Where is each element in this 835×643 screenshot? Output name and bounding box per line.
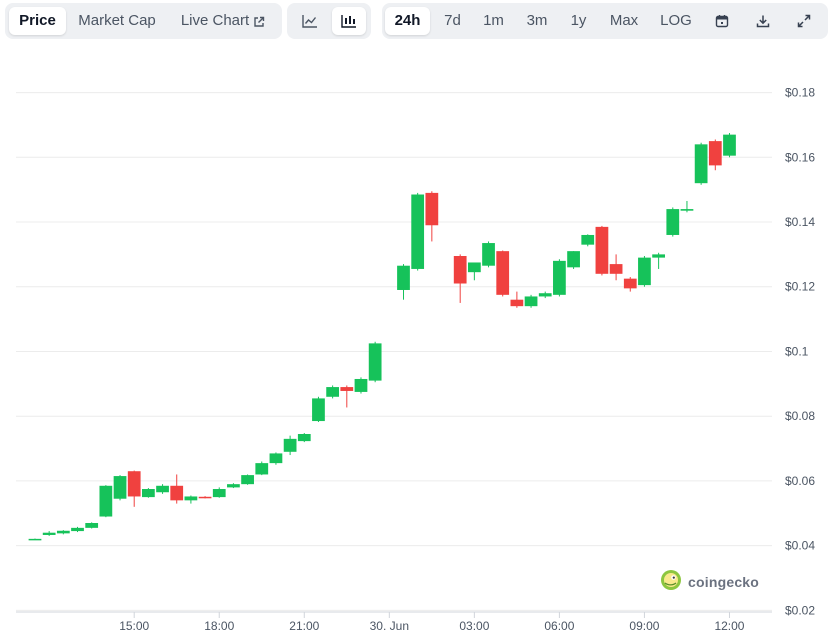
candle-body — [142, 489, 155, 498]
metric-tab-group: Price Market Cap Live Chart — [5, 3, 282, 39]
calendar-icon — [715, 12, 729, 29]
candle-body — [56, 530, 70, 534]
range-24h[interactable]: 24h — [385, 7, 430, 35]
download-icon — [756, 12, 770, 29]
candle-body — [538, 293, 552, 297]
candle-body — [354, 378, 368, 392]
grid-lines — [16, 92, 772, 613]
chart-toolbar: Price Market Cap Live Chart 24h 7d 1m 3m… — [0, 3, 835, 39]
candle-body — [255, 463, 269, 475]
download-button[interactable] — [748, 7, 778, 35]
range-1m[interactable]: 1m — [483, 12, 504, 29]
candle-body — [42, 532, 56, 535]
candle-body — [666, 209, 680, 235]
candle-body — [411, 194, 425, 269]
range-max[interactable]: Max — [609, 12, 639, 29]
candle-body — [269, 453, 283, 464]
candle-body — [212, 489, 226, 498]
range-1y[interactable]: 1y — [570, 12, 587, 29]
candle-body — [680, 209, 694, 211]
line-chart-icon — [302, 12, 318, 29]
coingecko-wordmark: coingecko — [688, 574, 760, 590]
candle-body — [510, 299, 524, 307]
chart-type-group — [287, 3, 371, 39]
y-tick-label: $0.18 — [785, 86, 815, 100]
y-axis: $0.02 $0.04 $0.06 $0.08 $0.1 $0.12 $0.14 $0.16 $… — [785, 86, 815, 618]
range-group: 24h 7d 1m 3m 1y Max LOG — [382, 3, 828, 39]
candle-body — [241, 475, 254, 485]
expand-button[interactable] — [789, 7, 819, 35]
candle-body — [453, 256, 467, 284]
live-chart-label: Live Chart — [180, 12, 250, 29]
x-tick-label: 12:00 — [714, 619, 744, 633]
candle-body — [326, 387, 340, 397]
x-axis: 15:00 18:00 21:00 30. Jun 03:00 06:00 09:00 12:… — [119, 612, 745, 633]
candle-body — [496, 251, 510, 295]
candle-body — [567, 251, 580, 268]
candlestick-chart-button[interactable] — [332, 7, 366, 35]
candle-body — [397, 265, 410, 290]
y-tick-label: $0.12 — [785, 280, 815, 294]
x-tick-label: 30. Jun — [370, 619, 409, 633]
candle-body — [156, 485, 169, 493]
x-tick-label: 15:00 — [119, 619, 149, 633]
y-tick-label: $0.06 — [785, 474, 815, 488]
range-3m[interactable]: 3m — [526, 12, 548, 29]
y-tick-label: $0.1 — [785, 344, 809, 358]
tab-price[interactable]: Price — [9, 7, 66, 35]
candle-body — [425, 192, 439, 226]
candle-body — [170, 485, 184, 501]
candle-body — [198, 496, 212, 499]
y-tick-label: $0.04 — [785, 539, 815, 553]
candle-body — [623, 278, 637, 289]
line-chart-button[interactable] — [293, 7, 327, 35]
y-tick-label: $0.02 — [785, 603, 815, 617]
candle-body — [127, 471, 141, 497]
range-7d[interactable]: 7d — [444, 12, 461, 29]
candle-body — [227, 484, 240, 488]
candle-body — [113, 476, 127, 499]
x-tick-label: 18:00 — [204, 619, 234, 633]
candle-body — [694, 144, 708, 184]
candle-body — [297, 434, 311, 442]
x-tick-label: 03:00 — [459, 619, 489, 633]
calendar-button[interactable] — [707, 7, 737, 35]
y-tick-label: $0.16 — [785, 150, 815, 164]
candle-body — [71, 527, 84, 532]
candle-body — [467, 262, 481, 273]
log-toggle[interactable]: LOG — [660, 12, 692, 29]
coingecko-logo-icon — [660, 569, 682, 596]
candle-body — [85, 523, 99, 528]
x-tick-label: 09:00 — [629, 619, 659, 633]
candle-body — [524, 296, 538, 307]
candle-body — [28, 538, 42, 541]
candle-body — [482, 243, 495, 266]
candle-body — [609, 264, 623, 274]
expand-icon — [797, 12, 811, 29]
tab-market-cap[interactable]: Market Cap — [78, 12, 156, 29]
candle-body — [99, 485, 113, 517]
candle-body — [652, 254, 665, 258]
candle-body — [581, 234, 595, 245]
tab-live-chart[interactable]: Live Chart — [170, 7, 276, 35]
x-tick-label: 06:00 — [544, 619, 574, 633]
candle-body — [595, 226, 609, 274]
x-tick-label: 21:00 — [289, 619, 319, 633]
candle-body — [340, 387, 354, 391]
y-tick-label: $0.14 — [785, 215, 815, 229]
candle-body — [708, 141, 722, 166]
candle-body — [368, 343, 382, 381]
candle-body — [553, 260, 566, 295]
candle-body — [312, 398, 325, 422]
candle-body — [723, 134, 736, 156]
candle-body — [184, 496, 198, 501]
coingecko-watermark: coingecko — [660, 569, 760, 596]
external-link-icon — [253, 8, 265, 36]
candle-body — [283, 438, 297, 452]
candle-body — [638, 257, 651, 286]
y-tick-label: $0.08 — [785, 409, 815, 423]
candles — [28, 133, 736, 541]
candlestick-chart-icon — [341, 12, 357, 29]
